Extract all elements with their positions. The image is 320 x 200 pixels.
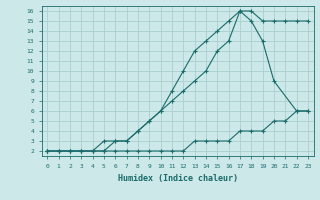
X-axis label: Humidex (Indice chaleur): Humidex (Indice chaleur) — [118, 174, 237, 183]
